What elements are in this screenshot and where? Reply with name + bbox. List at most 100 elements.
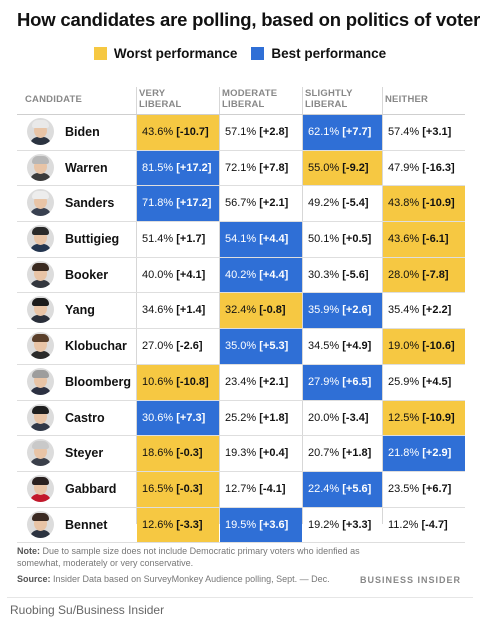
cell-percent: 19.3% [225, 447, 257, 460]
table-cell: 51.4% [+1.7] [137, 222, 219, 257]
table-row: Sanders 71.8% [+17.2] 56.7% [+2.1] 49.2% [-… [17, 186, 465, 222]
table-cell: 12.5% [-10.9] [383, 400, 465, 436]
candidate-name: Klobuchar [65, 339, 127, 354]
cell-percent: 50.1% [308, 233, 340, 246]
cell-delta: [+2.1] [259, 197, 289, 210]
table-row: Castro 30.6% [+7.3] 25.2% [+1.8] 20.0% [-3.… [17, 400, 465, 436]
cell-delta: [+0.4] [259, 447, 289, 460]
table-row: Buttigieg 51.4% [+1.7] 54.1% [+4.4] 50.1% [… [17, 222, 465, 257]
cell-percent: 30.6% [142, 411, 174, 424]
photo-credit: Ruobing Su/Business Insider [10, 603, 165, 617]
cell-delta: [+7.7] [342, 126, 372, 138]
cell-percent: 35.9% [308, 304, 340, 317]
table-cell: 25.2% [+1.8] [220, 401, 302, 436]
table-row: Warren 81.5% [+17.2] 72.1% [+7.8] 55.0% [-9… [17, 150, 465, 186]
cell-delta: [+2.8] [259, 126, 289, 138]
cell-delta: [+0.5] [342, 233, 372, 246]
table-cell: 11.2% [-4.7] [383, 508, 465, 543]
header-slightly-liberal: SLIGHTLY LIBERAL [305, 88, 353, 110]
table-cell: 43.8% [-10.9] [383, 186, 465, 222]
cell-delta: [-10.7] [176, 126, 209, 138]
cell-delta: [+3.1] [422, 126, 452, 138]
legend-worst: Worst performance [93, 46, 237, 61]
chart-card: How candidates are polling, based on pol… [7, 0, 480, 598]
table-cell: 23.4% [+2.1] [220, 365, 302, 400]
header-candidate: CANDIDATE [25, 94, 83, 105]
cell-delta: [+5.3] [259, 340, 289, 353]
table-cell: 81.5% [+17.2] [137, 150, 219, 186]
candidate-photo [27, 189, 54, 217]
table-cell: 21.8% [+2.9] [383, 436, 465, 471]
header-moderate-liberal: MODERATE LIBERAL [222, 88, 277, 110]
table-cell: 40.0% [+4.1] [137, 258, 219, 293]
table-cell: 49.2% [-5.4] [303, 186, 382, 221]
cell-percent: 23.4% [225, 375, 257, 388]
cell-percent: 35.4% [388, 304, 420, 317]
cell-percent: 57.1% [225, 126, 257, 138]
cell-percent: 27.9% [308, 375, 340, 388]
cell-percent: 72.1% [225, 161, 257, 174]
table-cell: 72.1% [+7.8] [220, 151, 302, 186]
cell-delta: [-4.7] [421, 518, 448, 531]
table-row: Gabbard 16.5% [-0.3] 12.7% [-4.1] 22.4% [+5… [17, 471, 465, 507]
header-moderate-liberal-line1: MODERATE [222, 88, 278, 99]
legend-best-label: Best performance [271, 46, 387, 61]
cell-delta: [+7.8] [259, 161, 289, 174]
brand-logo: BUSINESS INSIDER [359, 575, 461, 585]
candidate-photo [27, 225, 54, 253]
note-text: Due to sample size does not include Demo… [17, 546, 360, 568]
header-slightly-liberal-line1: SLIGHTLY [305, 88, 353, 99]
cell-percent: 21.8% [388, 447, 420, 460]
row-divider [17, 221, 465, 223]
table-cell: 18.6% [-0.3] [137, 436, 219, 471]
cell-percent: 25.2% [225, 411, 257, 424]
table-row: Yang 34.6% [+1.4] 32.4% [-0.8] 35.9% [+2.6]… [17, 293, 465, 329]
row-divider [17, 256, 465, 258]
header-divider [17, 114, 465, 115]
cell-percent: 40.0% [142, 268, 174, 281]
table-cell: 22.4% [+5.6] [303, 471, 382, 507]
table-cell: 50.1% [+0.5] [303, 222, 382, 257]
table-cell: 57.1% [+2.8] [220, 115, 302, 150]
cell-percent: 51.4% [142, 233, 174, 246]
cell-delta: [+17.2] [176, 161, 212, 174]
candidate-photo [27, 439, 54, 467]
table-cell: 71.8% [+17.2] [137, 186, 219, 222]
table-cell: 34.5% [+4.9] [303, 329, 382, 364]
column-divider [302, 87, 303, 524]
cell-percent: 12.6% [142, 518, 174, 531]
table-cell: 25.9% [+4.5] [383, 365, 465, 400]
cell-delta: [-0.8] [259, 304, 286, 317]
row-divider [17, 435, 465, 437]
candidate-name: Bennet [65, 517, 108, 532]
source: Source: Insider Data based on SurveyMonk… [17, 574, 330, 584]
cell-delta: [-0.3] [176, 447, 203, 460]
cell-delta: [-6.1] [422, 233, 449, 246]
table-cell: 19.0% [-10.6] [383, 329, 465, 364]
row-divider [17, 363, 465, 365]
cell-delta: [+2.6] [342, 304, 372, 317]
cell-delta: [+7.3] [176, 411, 206, 424]
table-cell: 16.5% [-0.3] [137, 471, 219, 507]
cell-delta: [+2.1] [259, 375, 289, 388]
candidate-name: Biden [65, 125, 100, 139]
candidate-name: Booker [65, 267, 109, 282]
cell-percent: 49.2% [308, 197, 340, 210]
cell-percent: 18.6% [142, 447, 174, 460]
cell-delta: [-3.4] [342, 411, 369, 424]
cell-percent: 43.6% [388, 233, 420, 246]
candidate-photo [27, 260, 54, 288]
cell-delta: [+3.6] [259, 518, 289, 531]
cell-percent: 25.9% [388, 375, 420, 388]
candidate-name: Buttigieg [65, 232, 120, 247]
cell-delta: [+1.8] [259, 411, 289, 424]
source-text: Insider Data based on SurveyMonkey Audie… [50, 574, 330, 584]
header-moderate-liberal-line2: LIBERAL [222, 99, 265, 110]
legend-best-swatch [251, 47, 265, 60]
row-divider [17, 542, 465, 544]
table-row: Bloomberg 10.6% [-10.8] 23.4% [+2.1] 27.9% … [17, 364, 465, 400]
table-cell: 19.3% [+0.4] [220, 436, 302, 471]
cell-percent: 19.0% [388, 340, 420, 353]
legend: Worst performance Best performance [7, 46, 473, 61]
table-row: Bennet 12.6% [-3.3] 19.5% [+3.6] 19.2% [+3.… [17, 507, 465, 543]
